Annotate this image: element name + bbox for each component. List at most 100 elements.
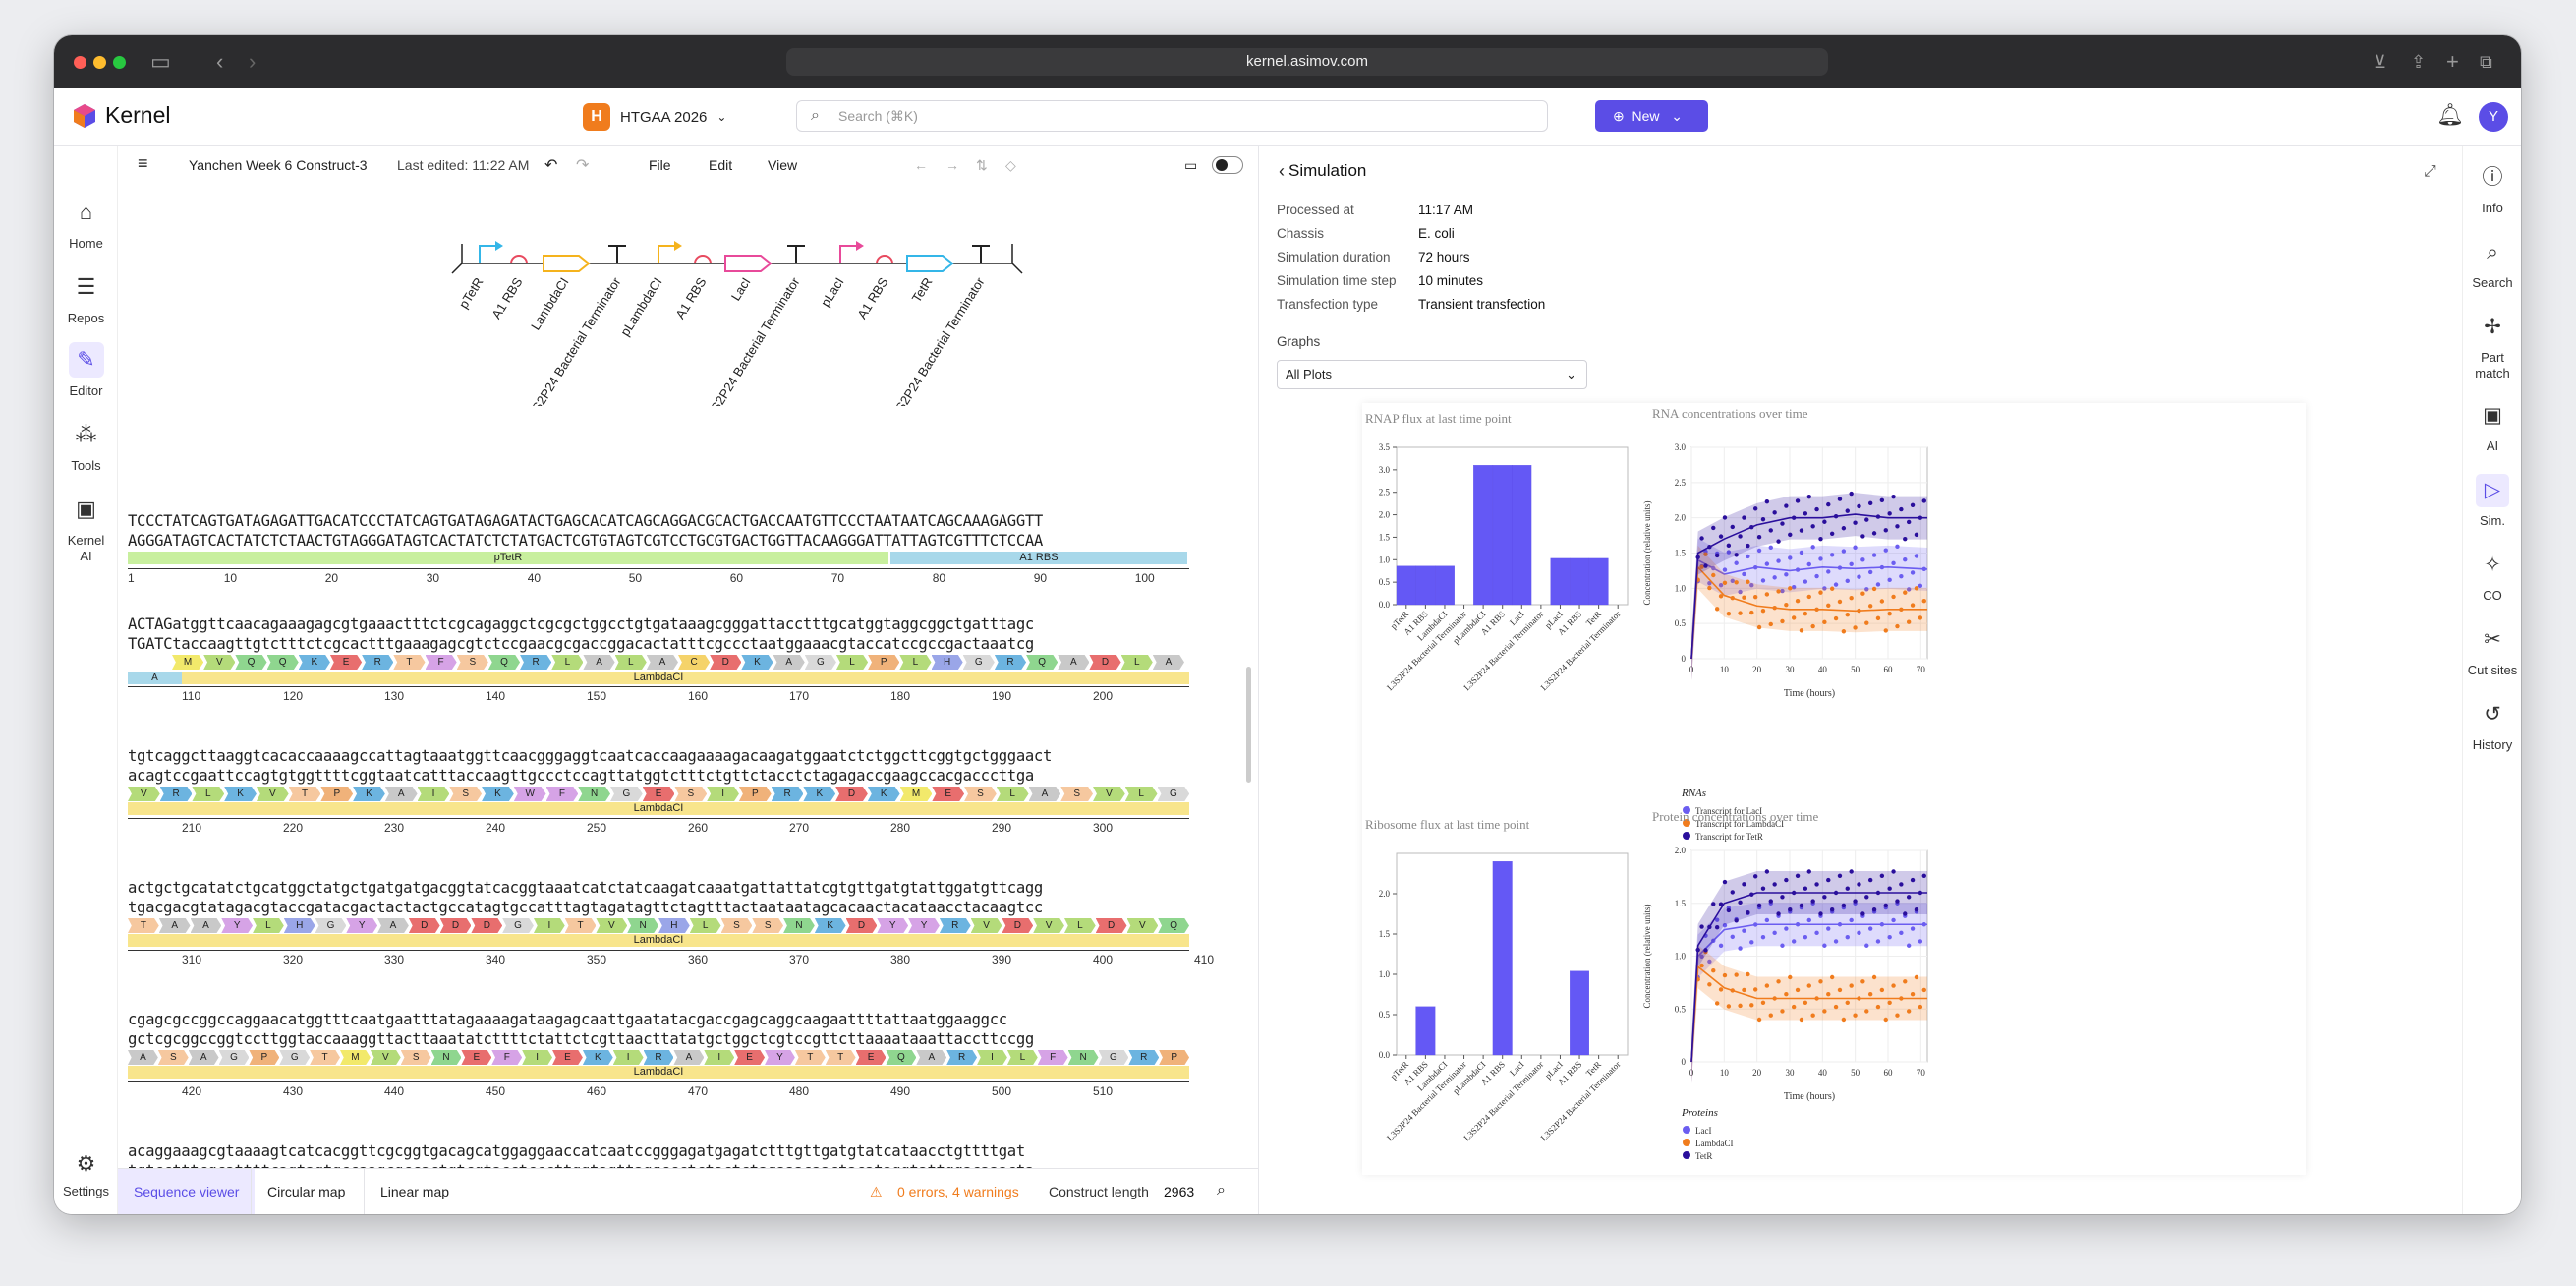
forward-strand[interactable]: acaggaaagcgtaaaagtcatcacggttcgcggtgacagc… xyxy=(128,1142,1025,1160)
project-switcher[interactable]: H HTGAA 2026 ⌄ xyxy=(583,103,726,131)
amino-acid[interactable]: T xyxy=(128,918,159,933)
amino-acid[interactable]: G xyxy=(610,787,643,801)
sidebar-toggle-icon[interactable]: ▭ xyxy=(150,49,171,74)
amino-acid[interactable]: R xyxy=(643,1050,674,1065)
annotation-a1-rbs-end[interactable]: A xyxy=(128,672,182,684)
amino-acid[interactable]: V xyxy=(256,787,289,801)
amino-acid[interactable]: A xyxy=(190,918,222,933)
annotation-lambdaci[interactable]: LambdaCI xyxy=(128,1066,1189,1079)
nav-repos[interactable]: ☰ Repos xyxy=(54,269,118,325)
forward-strand[interactable]: tgtcaggcttaaggtcacaccaaaagccattagtaaatgg… xyxy=(128,747,1052,765)
amino-acid[interactable]: V xyxy=(203,655,236,670)
rnav-search[interactable]: ⌕ Search xyxy=(2463,236,2521,291)
amino-acid[interactable]: K xyxy=(482,787,514,801)
amino-acid[interactable]: N xyxy=(430,1050,462,1065)
amino-acid[interactable]: L xyxy=(253,918,284,933)
amino-acid[interactable]: G xyxy=(1157,787,1190,801)
reverse-strand[interactable]: TGATCtaccaagttgtctttctcgcactttgaaagagcgt… xyxy=(128,635,1034,653)
amino-acid[interactable]: F xyxy=(491,1050,523,1065)
amino-acid[interactable]: A xyxy=(916,1050,947,1065)
amino-acid[interactable]: K xyxy=(298,655,330,670)
rnav-cut-sites[interactable]: ✂ Cut sites xyxy=(2463,623,2521,678)
amino-acid[interactable]: V xyxy=(1033,918,1064,933)
amino-acid[interactable]: A xyxy=(1058,655,1090,670)
edit-menu[interactable]: Edit xyxy=(709,157,733,173)
nav-settings[interactable]: ⚙ Settings xyxy=(54,1146,118,1198)
download-icon[interactable]: ⊻ xyxy=(2374,52,2387,72)
swap-icon[interactable]: ⇅ xyxy=(976,157,988,173)
rnav-co[interactable]: ✧ CO xyxy=(2463,549,2521,604)
amino-acid[interactable]: N xyxy=(578,787,611,801)
amino-acid[interactable]: L xyxy=(1063,918,1096,933)
notifications-bell-icon[interactable]: 🔔︎ xyxy=(2436,102,2464,127)
back-chevron-icon[interactable]: ‹ xyxy=(1279,161,1285,181)
amino-acid[interactable]: R xyxy=(771,787,804,801)
amino-acid[interactable]: A xyxy=(646,655,678,670)
amino-acid[interactable]: P xyxy=(249,1050,280,1065)
amino-acid[interactable]: D xyxy=(710,655,742,670)
amino-acid[interactable]: A xyxy=(377,918,409,933)
amino-acid[interactable]: A xyxy=(158,918,191,933)
amino-acid[interactable]: E xyxy=(734,1050,766,1065)
amino-acid[interactable]: G xyxy=(502,918,534,933)
amino-acid[interactable]: Q xyxy=(235,655,267,670)
expand-icon[interactable]: ⤢ xyxy=(2424,163,2436,180)
amino-acid[interactable]: R xyxy=(362,655,394,670)
amino-acid[interactable]: L xyxy=(835,655,869,670)
rnav-part-match[interactable]: ✢ Part match xyxy=(2463,311,2521,381)
amino-acid[interactable]: W xyxy=(513,787,546,801)
annotation-lambdaci[interactable]: LambdaCI xyxy=(128,934,1189,947)
amino-acid[interactable]: T xyxy=(288,787,321,801)
new-tab-icon[interactable]: + xyxy=(2446,49,2459,74)
document-title[interactable]: Yanchen Week 6 Construct-3 xyxy=(189,157,368,173)
amino-acid[interactable]: P xyxy=(1159,1050,1190,1065)
amino-acid[interactable]: L xyxy=(1120,655,1153,670)
amino-acid[interactable]: L xyxy=(689,918,721,933)
amino-acid[interactable]: Y xyxy=(877,918,909,933)
arrow-right-icon[interactable]: → xyxy=(945,157,959,173)
amino-acid[interactable]: Q xyxy=(886,1050,917,1065)
amino-acid[interactable]: M xyxy=(899,787,933,801)
amino-acid[interactable]: S xyxy=(964,787,997,801)
annotation-lambdaci[interactable]: LambdaCI xyxy=(128,672,1189,684)
sequence-viewer[interactable]: pTetR A1 RBS LambdaCI L3S2P24 Bacterial Ter… xyxy=(118,185,1258,1168)
amino-acid[interactable]: H xyxy=(931,655,963,670)
nav-tools[interactable]: ⁂ Tools xyxy=(54,417,118,473)
amino-acid[interactable]: T xyxy=(310,1050,341,1065)
mode-toggle[interactable] xyxy=(1212,156,1243,174)
close-window-button[interactable] xyxy=(74,56,86,69)
forward-icon[interactable]: › xyxy=(249,49,257,74)
reverse-strand[interactable]: tgtcctttcgcattttcagtagtgccaagcgccactgtcg… xyxy=(128,1162,1034,1168)
amino-acid[interactable]: K xyxy=(741,655,773,670)
amino-acid[interactable]: A xyxy=(384,787,418,801)
amino-acid[interactable]: S xyxy=(720,918,753,933)
amino-acid[interactable]: T xyxy=(794,1050,826,1065)
amino-acid[interactable]: D xyxy=(1002,918,1034,933)
amino-acid[interactable]: D xyxy=(835,787,868,801)
amino-acid[interactable]: Q xyxy=(1158,918,1190,933)
amino-acid[interactable]: Y xyxy=(346,918,378,933)
back-icon[interactable]: ‹ xyxy=(216,49,224,74)
amino-acid[interactable]: H xyxy=(658,918,690,933)
amino-acid[interactable]: T xyxy=(393,655,426,670)
amino-acid[interactable]: G xyxy=(804,655,836,670)
arrow-left-icon[interactable]: ← xyxy=(914,157,928,173)
amino-acid[interactable]: T xyxy=(564,918,597,933)
amino-acid[interactable]: A xyxy=(673,1050,705,1065)
undo-icon[interactable]: ↶ xyxy=(544,157,558,174)
vertical-scrollbar[interactable] xyxy=(1246,667,1251,783)
amino-acid[interactable]: Q xyxy=(266,655,299,670)
nav-editor[interactable]: ✎ Editor xyxy=(54,342,118,398)
amino-acid[interactable]: P xyxy=(738,787,772,801)
amino-acid[interactable]: R xyxy=(946,1050,978,1065)
amino-acid[interactable]: E xyxy=(552,1050,583,1065)
amino-acid[interactable]: L xyxy=(614,655,647,670)
amino-acid[interactable]: I xyxy=(707,787,739,801)
amino-acid[interactable]: E xyxy=(461,1050,492,1065)
amino-acid[interactable]: I xyxy=(612,1050,644,1065)
reverse-strand[interactable]: tgacgacgtatagacgtaccgatacgactactactgccat… xyxy=(128,899,1043,916)
rnav-history[interactable]: ↺ History xyxy=(2463,698,2521,753)
amino-acid[interactable]: N xyxy=(627,918,659,933)
amino-acid[interactable]: R xyxy=(159,787,193,801)
amino-acid[interactable]: A xyxy=(128,1050,158,1065)
